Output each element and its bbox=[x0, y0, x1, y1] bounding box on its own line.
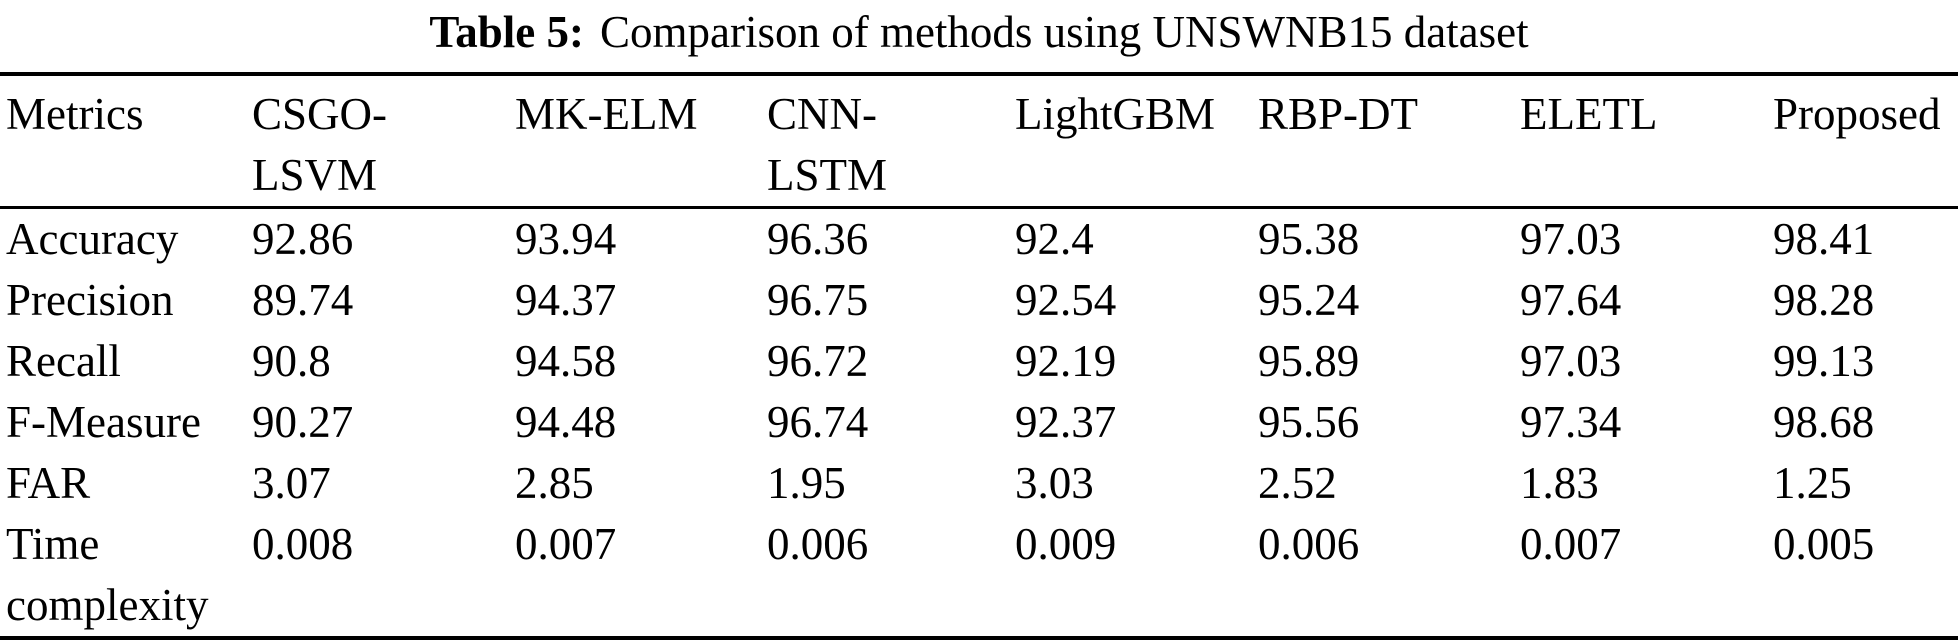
value-cell: 0.005 bbox=[1773, 519, 1875, 569]
value-cell: 0.009 bbox=[1015, 519, 1117, 569]
value-cell: 0.008 bbox=[252, 519, 354, 569]
value-cell: 97.64 bbox=[1520, 275, 1622, 325]
value-cell: 0.007 bbox=[1520, 519, 1622, 569]
column-header: RBP-DT bbox=[1258, 89, 1419, 139]
value-cell: 99.13 bbox=[1773, 336, 1875, 386]
column-header: LightGBM bbox=[1015, 89, 1216, 139]
table-header: Metrics CSGO- LSVM MK-ELM CNN- LSTM LightGBM… bbox=[0, 74, 1958, 208]
column-header: CSGO- LSVM bbox=[252, 89, 388, 200]
value-cell: 90.27 bbox=[252, 397, 354, 447]
value-cell: 95.38 bbox=[1258, 214, 1360, 264]
value-cell: 0.007 bbox=[515, 519, 617, 569]
column-header: MK-ELM bbox=[515, 89, 698, 139]
table-row: Precision 89.74 94.37 96.75 92.54 95.24 97.64 9… bbox=[0, 270, 1958, 331]
value-cell: 92.54 bbox=[1015, 275, 1117, 325]
caption-text: Comparison of methods using UNSWNB15 dat… bbox=[599, 7, 1529, 57]
comparison-table: Metrics CSGO- LSVM MK-ELM CNN- LSTM LightGBM… bbox=[0, 72, 1958, 640]
table-body: Accuracy 92.86 93.94 96.36 92.4 95.38 97.03 98.… bbox=[0, 208, 1958, 639]
value-cell: 89.74 bbox=[252, 275, 354, 325]
column-header: Proposed bbox=[1773, 89, 1941, 139]
caption-label: Table 5: bbox=[429, 7, 584, 57]
column-header: Metrics bbox=[6, 89, 144, 139]
value-cell: 2.52 bbox=[1258, 458, 1337, 508]
value-cell: 3.07 bbox=[252, 458, 331, 508]
value-cell: 96.75 bbox=[767, 275, 869, 325]
value-cell: 2.85 bbox=[515, 458, 594, 508]
value-cell: 94.37 bbox=[515, 275, 617, 325]
metric-label: Accuracy bbox=[6, 214, 179, 264]
value-cell: 97.34 bbox=[1520, 397, 1622, 447]
value-cell: 92.4 bbox=[1015, 214, 1094, 264]
value-cell: 1.25 bbox=[1773, 458, 1852, 508]
metric-label: F-Measure bbox=[6, 397, 201, 447]
value-cell: 98.68 bbox=[1773, 397, 1875, 447]
value-cell: 96.74 bbox=[767, 397, 869, 447]
table-caption: Table 5: Comparison of methods using UNSW… bbox=[0, 0, 1958, 68]
value-cell: 0.006 bbox=[1258, 519, 1360, 569]
value-cell: 97.03 bbox=[1520, 214, 1622, 264]
value-cell: 94.48 bbox=[515, 397, 617, 447]
value-cell: 3.03 bbox=[1015, 458, 1094, 508]
column-header: CNN- LSTM bbox=[767, 89, 888, 200]
value-cell: 90.8 bbox=[252, 336, 331, 386]
table-row: FAR 3.07 2.85 1.95 3.03 2.52 1.83 1.25 bbox=[0, 453, 1958, 514]
value-cell: 98.41 bbox=[1773, 214, 1875, 264]
value-cell: 94.58 bbox=[515, 336, 617, 386]
metric-label: Recall bbox=[6, 336, 121, 386]
value-cell: 0.006 bbox=[767, 519, 869, 569]
metric-label: Precision bbox=[6, 275, 174, 325]
column-header: ELETL bbox=[1520, 89, 1658, 139]
value-cell: 1.95 bbox=[767, 458, 846, 508]
header-row: Metrics CSGO- LSVM MK-ELM CNN- LSTM LightGBM… bbox=[0, 74, 1958, 208]
value-cell: 1.83 bbox=[1520, 458, 1599, 508]
metric-label: Time complexity bbox=[6, 519, 209, 630]
value-cell: 92.86 bbox=[252, 214, 354, 264]
value-cell: 92.19 bbox=[1015, 336, 1117, 386]
value-cell: 93.94 bbox=[515, 214, 617, 264]
table-row: F-Measure 90.27 94.48 96.74 92.37 95.56 97.34 9… bbox=[0, 392, 1958, 453]
table-row: Time complexity 0.008 0.007 0.006 0.009 0.006… bbox=[0, 514, 1958, 638]
value-cell: 96.72 bbox=[767, 336, 869, 386]
value-cell: 92.37 bbox=[1015, 397, 1117, 447]
value-cell: 98.28 bbox=[1773, 275, 1875, 325]
value-cell: 96.36 bbox=[767, 214, 869, 264]
value-cell: 95.56 bbox=[1258, 397, 1360, 447]
table-row: Accuracy 92.86 93.94 96.36 92.4 95.38 97.03 98.… bbox=[0, 208, 1958, 271]
value-cell: 95.24 bbox=[1258, 275, 1360, 325]
value-cell: 95.89 bbox=[1258, 336, 1360, 386]
value-cell: 97.03 bbox=[1520, 336, 1622, 386]
table-row: Recall 90.8 94.58 96.72 92.19 95.89 97.03 99.13 bbox=[0, 331, 1958, 392]
metric-label: FAR bbox=[6, 458, 91, 508]
